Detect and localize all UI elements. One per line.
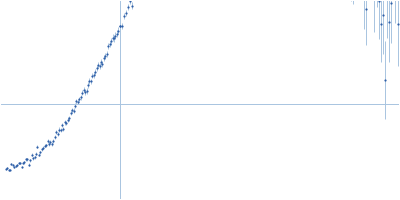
Point — [60, 127, 67, 131]
Point — [6, 168, 12, 171]
Point — [380, 14, 386, 17]
Point — [54, 133, 61, 136]
Point — [85, 83, 91, 87]
Point — [30, 157, 36, 160]
Point — [27, 159, 34, 162]
Point — [398, 15, 400, 18]
Point — [21, 161, 28, 164]
Point — [23, 158, 29, 161]
Point — [388, 1, 394, 4]
Point — [63, 122, 70, 125]
Point — [68, 111, 74, 114]
Point — [11, 165, 18, 169]
Point — [43, 144, 49, 147]
Point — [42, 144, 48, 147]
Point — [96, 65, 103, 68]
Point — [382, 79, 388, 82]
Point — [31, 156, 38, 159]
Point — [80, 88, 87, 91]
Point — [28, 153, 35, 156]
Point — [394, 23, 400, 26]
Point — [73, 100, 80, 103]
Point — [378, 22, 384, 25]
Point — [34, 145, 41, 148]
Point — [7, 168, 13, 171]
Point — [8, 162, 15, 165]
Point — [59, 124, 65, 127]
Point — [52, 136, 58, 139]
Point — [111, 37, 117, 40]
Point — [95, 64, 101, 67]
Point — [117, 24, 123, 27]
Point — [24, 158, 30, 161]
Point — [376, 0, 382, 3]
Point — [82, 90, 88, 94]
Point — [65, 118, 71, 121]
Point — [125, 6, 132, 9]
Point — [69, 109, 75, 112]
Point — [36, 153, 42, 156]
Point — [14, 163, 20, 166]
Point — [119, 24, 125, 27]
Point — [44, 139, 51, 142]
Point — [49, 142, 55, 146]
Point — [114, 32, 120, 35]
Point — [13, 165, 19, 168]
Point — [10, 163, 16, 166]
Point — [108, 40, 114, 43]
Point — [91, 73, 97, 76]
Point — [386, 20, 392, 23]
Point — [88, 80, 94, 83]
Point — [56, 128, 62, 131]
Point — [66, 117, 72, 120]
Point — [78, 96, 84, 99]
Point — [109, 36, 116, 39]
Point — [115, 29, 122, 32]
Point — [37, 151, 44, 154]
Point — [98, 60, 104, 63]
Point — [89, 74, 96, 77]
Point — [117, 25, 123, 28]
Point — [46, 142, 52, 145]
Point — [4, 166, 10, 169]
Point — [40, 146, 46, 149]
Point — [16, 161, 22, 165]
Point — [94, 67, 100, 70]
Point — [83, 89, 90, 92]
Point — [104, 52, 110, 55]
Point — [101, 56, 107, 59]
Point — [102, 55, 108, 58]
Point — [106, 42, 113, 46]
Point — [47, 141, 54, 144]
Point — [121, 14, 127, 18]
Point — [26, 163, 32, 166]
Point — [62, 121, 68, 124]
Point — [75, 100, 81, 104]
Point — [105, 44, 112, 48]
Point — [57, 129, 64, 132]
Point — [76, 98, 82, 101]
Point — [39, 148, 45, 151]
Point — [50, 140, 56, 143]
Point — [86, 79, 93, 82]
Point — [112, 34, 119, 38]
Point — [17, 161, 23, 165]
Point — [33, 152, 39, 155]
Point — [99, 62, 106, 66]
Point — [53, 131, 60, 134]
Point — [2, 168, 9, 171]
Point — [18, 166, 25, 169]
Point — [70, 109, 77, 112]
Point — [72, 104, 78, 108]
Point — [79, 91, 86, 94]
Point — [363, 8, 369, 11]
Point — [20, 162, 26, 165]
Point — [123, 11, 129, 15]
Point — [129, 4, 136, 7]
Point — [127, 0, 134, 2]
Point — [92, 71, 98, 74]
